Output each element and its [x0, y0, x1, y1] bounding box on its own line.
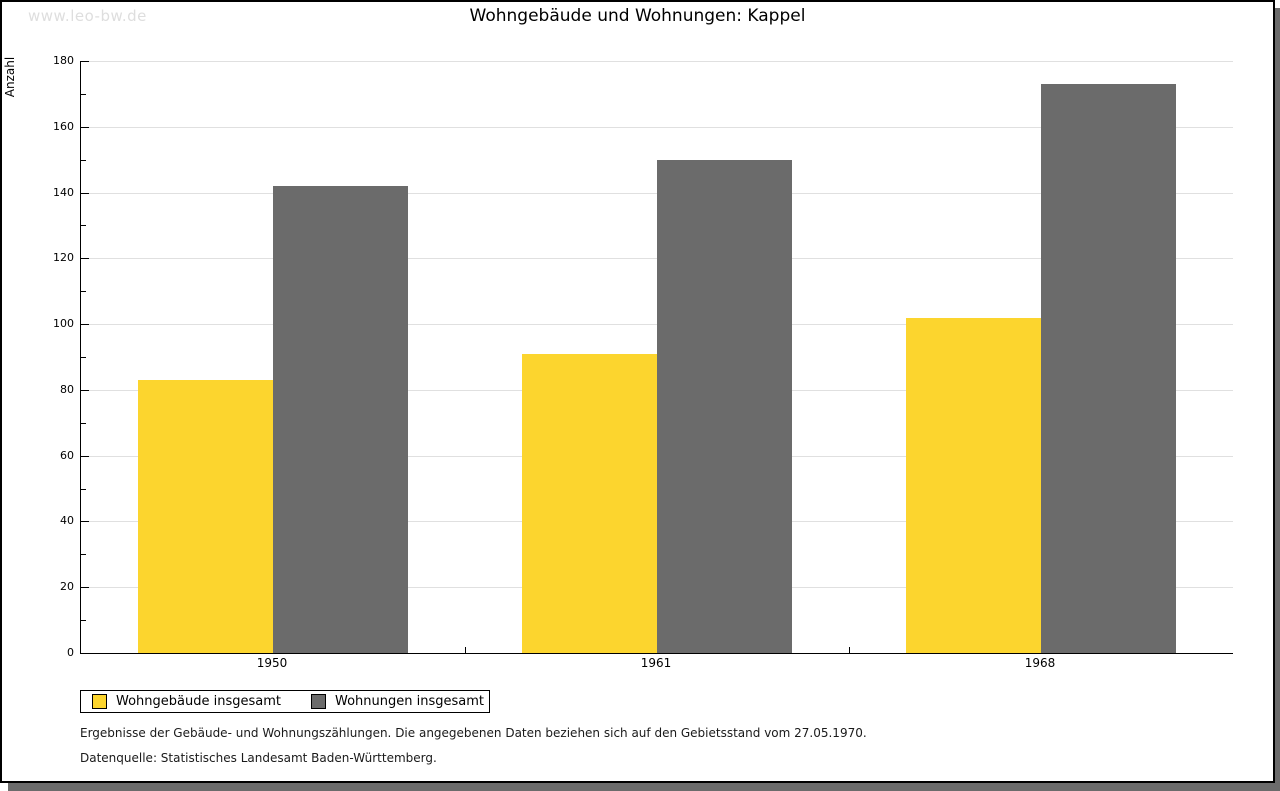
- x-boundary-tick: [465, 647, 466, 653]
- legend-item-wohngebaeude: Wohngebäude insgesamt: [92, 694, 281, 709]
- y-axis-tick-labels: 0 20 40 60 80 100 120 140 160 180: [2, 54, 74, 659]
- y-major-tick: [81, 258, 89, 259]
- y-tick-label: 20: [60, 580, 74, 593]
- bar-wohngebaeude-1968: [906, 318, 1041, 653]
- y-major-tick: [81, 324, 89, 325]
- y-minor-tick: [81, 225, 86, 226]
- y-tick-label: 100: [53, 317, 74, 330]
- x-axis-label: 1968: [1024, 656, 1056, 670]
- y-minor-tick: [81, 94, 86, 95]
- x-axis-label: 1950: [256, 656, 288, 670]
- bar-wohngebaeude-1961: [522, 354, 657, 653]
- y-major-tick: [81, 61, 89, 62]
- plot-area: [80, 61, 1233, 654]
- y-tick-label: 40: [60, 514, 74, 527]
- y-tick-label: 120: [53, 251, 74, 264]
- y-major-tick: [81, 521, 89, 522]
- legend-swatch-yellow-icon: [92, 694, 107, 709]
- x-axis-labels: 1950 1961 1968: [80, 656, 1232, 672]
- bar-wohnungen-1968: [1041, 84, 1176, 653]
- y-minor-tick: [81, 291, 86, 292]
- legend-label: Wohnungen insgesamt: [335, 694, 484, 709]
- gridline: [81, 127, 1233, 128]
- y-minor-tick: [81, 489, 86, 490]
- footnote-line-2: Datenquelle: Statistisches Landesamt Bad…: [80, 751, 437, 765]
- bar-wohnungen-1961: [657, 160, 792, 653]
- y-major-tick: [81, 456, 89, 457]
- y-tick-label: 0: [67, 646, 74, 659]
- x-axis-label: 1961: [640, 656, 672, 670]
- legend-item-wohnungen: Wohnungen insgesamt: [311, 694, 484, 709]
- y-minor-tick: [81, 160, 86, 161]
- x-boundary-tick: [849, 647, 850, 653]
- legend-label: Wohngebäude insgesamt: [116, 694, 281, 709]
- y-tick-label: 160: [53, 120, 74, 133]
- y-major-tick: [81, 390, 89, 391]
- y-minor-tick: [81, 357, 86, 358]
- legend: Wohngebäude insgesamt Wohnungen insgesam…: [80, 690, 490, 713]
- bar-wohngebaeude-1950: [138, 380, 273, 653]
- watermark: www.leo-bw.de: [28, 7, 147, 25]
- y-tick-label: 60: [60, 449, 74, 462]
- y-tick-label: 140: [53, 186, 74, 199]
- gridline: [81, 61, 1233, 62]
- y-tick-label: 80: [60, 383, 74, 396]
- y-tick-label: 180: [53, 54, 74, 67]
- bar-wohnungen-1950: [273, 186, 408, 653]
- y-major-tick: [81, 127, 89, 128]
- footnote-line-1: Ergebnisse der Gebäude- und Wohnungszähl…: [80, 726, 867, 740]
- y-minor-tick: [81, 554, 86, 555]
- chart-title: Wohngebäude und Wohnungen: Kappel: [469, 6, 806, 26]
- y-minor-tick: [81, 423, 86, 424]
- y-major-tick: [81, 587, 89, 588]
- y-minor-tick: [81, 620, 86, 621]
- y-major-tick: [81, 193, 89, 194]
- legend-swatch-gray-icon: [311, 694, 326, 709]
